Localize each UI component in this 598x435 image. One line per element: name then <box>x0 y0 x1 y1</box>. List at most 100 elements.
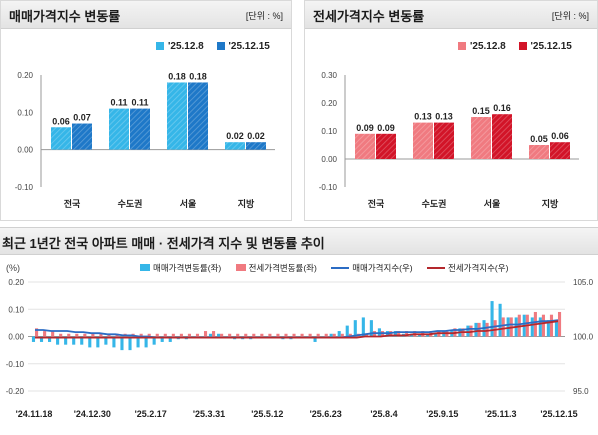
jeonse-change-bar <box>252 333 256 337</box>
panel-title: 매매가격지수 변동률 <box>9 9 121 24</box>
unit-label: [단위 : %] <box>245 11 283 21</box>
sale-change-bar <box>160 336 164 342</box>
legend-swatch <box>156 42 164 50</box>
jeonse-change-bar <box>557 311 562 337</box>
legend-label: 전세가격지수(우) <box>448 263 509 273</box>
sale-change-bar <box>56 336 60 345</box>
jeonse-change-bar <box>51 331 55 337</box>
x-category-label: 전국 <box>368 198 385 209</box>
data-label: 0.13 <box>435 112 453 122</box>
jeonse-change-bar <box>276 333 280 337</box>
legend-item-curr: '25.12.15 <box>518 41 572 52</box>
sale-change-bar <box>337 331 341 337</box>
y-tick-label: -0.10 <box>319 183 338 192</box>
sale-change-bar <box>80 336 84 345</box>
sale-change-bar <box>128 336 132 351</box>
jeonse-change-bar <box>91 333 95 337</box>
jeonse-change-bar <box>405 331 409 337</box>
x-tick-label: '25.11.3 <box>485 409 517 419</box>
jeonse-change-bar <box>364 333 368 337</box>
x-tick-label: '25.5.12 <box>251 409 283 419</box>
bar <box>471 117 491 159</box>
jeonse-change-bar-chart: -0.10 0.00 0.10 0.20 0.30 0.09 0.09 전국 0.13 0.13 수… <box>319 71 579 209</box>
sale-change-panel: 매매가격지수 변동률 [단위 : %] '25.12.8 '25.12.15 -… <box>0 0 292 221</box>
jeonse-change-bar <box>163 333 167 337</box>
jeonse-change-bar <box>541 314 545 337</box>
x-category-label: 지방 <box>238 198 255 209</box>
legend-swatch <box>235 264 246 271</box>
legend-swatch <box>518 42 527 50</box>
y-tick-label: -0.20 <box>6 387 25 396</box>
data-label: 0.06 <box>52 116 70 126</box>
jeonse-change-bar <box>549 314 554 337</box>
jeonse-index-line <box>35 320 559 339</box>
sale-change-bar <box>345 325 349 337</box>
jeonse-change-bar <box>83 333 87 337</box>
jeonse-change-bar <box>397 331 401 337</box>
jeonse-change-bar <box>187 333 191 337</box>
x-category-label: 서울 <box>484 198 501 209</box>
bar <box>492 114 512 159</box>
x-category-label: 전국 <box>64 198 81 209</box>
sale-change-bar <box>434 333 438 337</box>
sale-change-bar <box>353 320 357 337</box>
legend-label: 매매가격지수(우) <box>352 263 413 273</box>
bar <box>188 82 208 150</box>
y-tick-label: 0.00 <box>17 146 33 155</box>
y-tick-label: 0.00 <box>8 333 24 342</box>
jeonse-change-bar <box>493 320 497 337</box>
data-label: 0.09 <box>356 123 374 133</box>
y-tick-label: 0.20 <box>321 99 337 108</box>
sale-change-bar <box>329 333 333 337</box>
legend-swatch <box>140 264 150 271</box>
data-label: 0.05 <box>530 134 548 144</box>
jeonse-change-bar <box>268 333 272 337</box>
bar <box>51 127 71 150</box>
panel-title: 전세가격지수 변동률 <box>313 9 425 24</box>
data-label: 0.02 <box>226 131 244 141</box>
legend-label: '25.12.15 <box>530 41 572 52</box>
y-tick-label: -0.10 <box>15 183 34 192</box>
jeonse-change-bar <box>35 328 39 337</box>
chart-legend: '25.12.8 '25.12.15 <box>156 41 280 52</box>
data-label: 0.15 <box>472 106 490 116</box>
jeonse-change-bar <box>139 333 143 337</box>
left-axis-unit: (%) <box>6 263 20 273</box>
jeonse-change-bar <box>147 333 151 337</box>
sale-change-bar <box>313 336 317 342</box>
sale-change-bar <box>361 317 365 337</box>
legend-item-prev: '25.12.8 <box>458 41 506 52</box>
panel-header: 전세가격지수 변동률 [단위 : %] <box>305 1 597 29</box>
legend-item-curr: '25.12.15 <box>216 41 270 52</box>
legend-line <box>427 267 445 269</box>
sale-change-bar <box>369 320 373 337</box>
panel-header: 매매가격지수 변동률 [단위 : %] <box>1 1 291 29</box>
y-tick-label: 0.20 <box>17 71 33 80</box>
jeonse-change-bar <box>300 333 304 337</box>
jeonse-change-bar <box>203 331 208 337</box>
sale-change-bar <box>506 317 510 337</box>
sale-change-bar <box>136 336 140 348</box>
jeonse-change-bar <box>171 333 175 337</box>
jeonse-change-bar <box>228 333 232 337</box>
x-category-label: 수도권 <box>118 198 143 209</box>
trend-header: 최근 1년간 전국 아파트 매매 · 전세가격 지수 및 변동률 추이 <box>0 227 598 255</box>
sale-change-bar <box>530 317 534 337</box>
jeonse-change-bar <box>195 333 200 337</box>
y-tick-label: -0.10 <box>6 360 25 369</box>
y-tick-label: 0.10 <box>8 305 24 314</box>
x-tick-label: '25.8.4 <box>370 409 397 419</box>
jeonse-change-bar <box>220 333 224 337</box>
jeonse-change-bar <box>477 322 481 337</box>
x-category-label: 지방 <box>542 198 559 209</box>
y2-tick-label: 95.0 <box>573 387 589 396</box>
data-label: 0.18 <box>168 71 186 81</box>
legend-line <box>331 267 350 269</box>
x-tick-label: '24.12.30 <box>74 409 111 419</box>
jeonse-change-bar <box>501 317 505 337</box>
bar <box>413 122 433 159</box>
y-tick-label: 0.30 <box>321 71 337 80</box>
bar <box>434 122 454 159</box>
sale-change-bar <box>554 320 558 337</box>
bar <box>167 82 187 150</box>
